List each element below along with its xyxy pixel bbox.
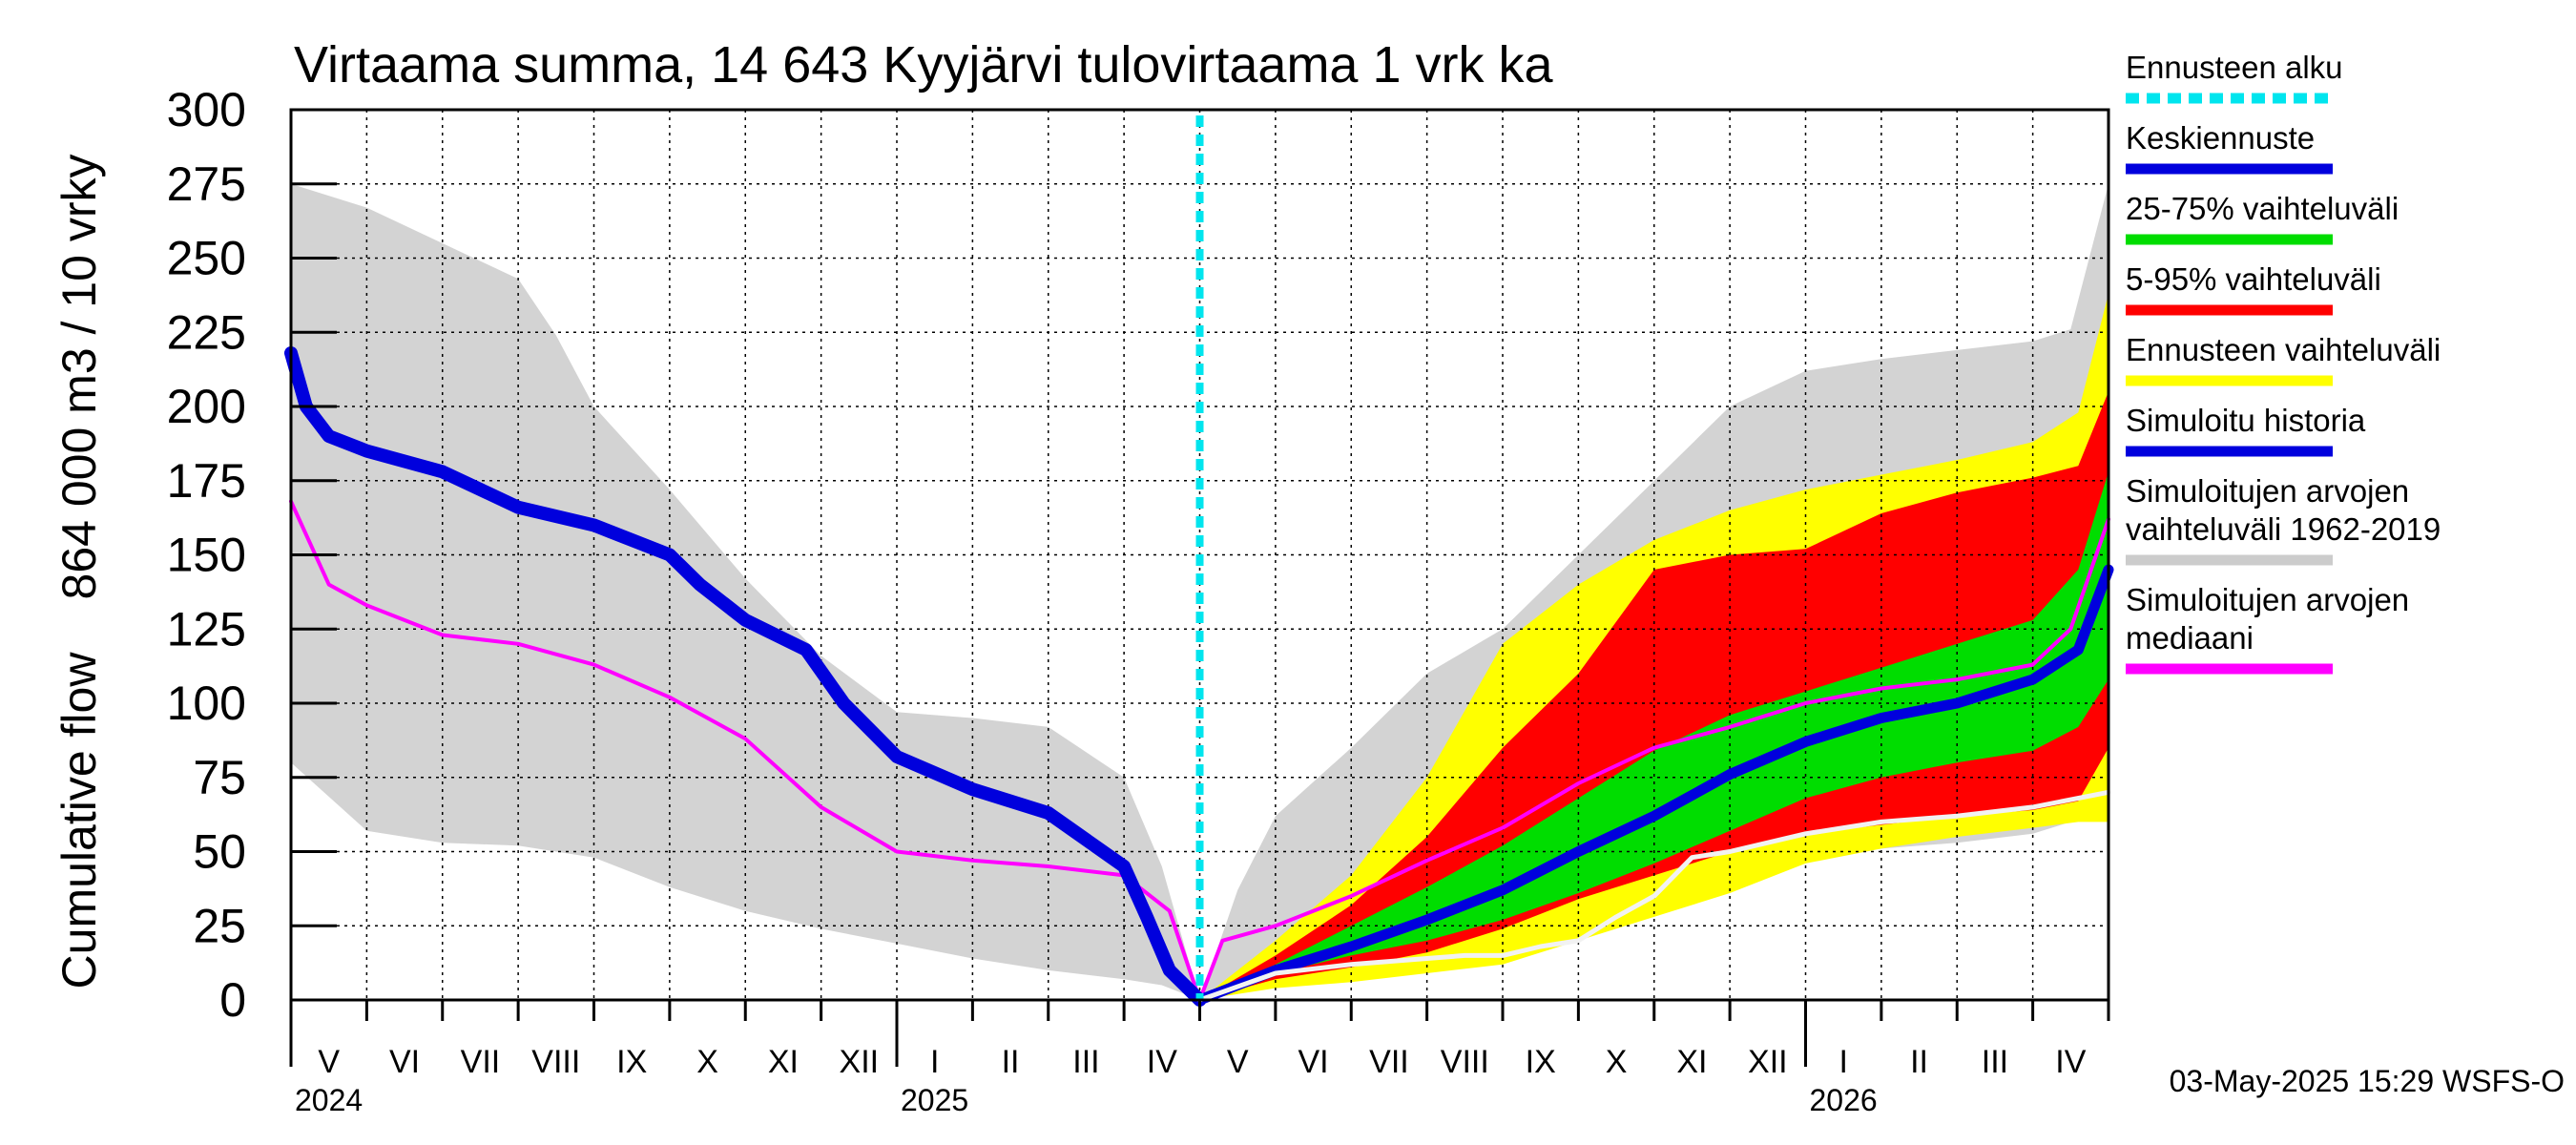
legend-entry: Simuloitu historia bbox=[2126, 403, 2366, 457]
timestamp: 03-May-2025 15:29 WSFS-O bbox=[2170, 1064, 2565, 1098]
line-keskiennuste bbox=[1195, 564, 2114, 1006]
month-label: VII bbox=[1369, 1044, 1409, 1080]
month-label: XII bbox=[840, 1044, 880, 1080]
month-label: XI bbox=[1676, 1044, 1707, 1080]
y-tick-label: 300 bbox=[167, 83, 246, 136]
year-label: 2025 bbox=[901, 1083, 968, 1117]
y-tick-label: 125 bbox=[167, 602, 246, 656]
month-label: VI bbox=[389, 1044, 420, 1080]
y-tick-label: 150 bbox=[167, 529, 246, 582]
legend-label: Ennusteen alku bbox=[2126, 50, 2343, 85]
month-label: IV bbox=[1147, 1044, 1177, 1080]
month-label: X bbox=[696, 1044, 718, 1080]
line-simuloitu-vertailu bbox=[1197, 789, 2111, 1003]
y-tick-label: 50 bbox=[193, 825, 246, 879]
legend-label: 25-75% vaihteluväli bbox=[2126, 191, 2399, 226]
y-tick-label: 275 bbox=[167, 157, 246, 211]
month-label: II bbox=[1002, 1044, 1020, 1080]
y-tick-label: 250 bbox=[167, 232, 246, 285]
chart-title: Virtaama summa, 14 643 Kyyjärvi tulovirt… bbox=[294, 36, 1553, 94]
month-label: I bbox=[1839, 1044, 1847, 1080]
year-label: 2026 bbox=[1810, 1083, 1878, 1117]
y-tick-label: 100 bbox=[167, 677, 246, 730]
y-tick-label: 0 bbox=[219, 973, 246, 1027]
y-tick-label: 25 bbox=[193, 899, 246, 952]
y-tick-label: 175 bbox=[167, 454, 246, 508]
legend-entry: Ennusteen vaihteluväli bbox=[2126, 332, 2441, 386]
month-label: I bbox=[930, 1044, 939, 1080]
month-label: VI bbox=[1298, 1044, 1329, 1080]
month-label: IV bbox=[2055, 1044, 2086, 1080]
legend-entry: Ennusteen alku bbox=[2126, 50, 2343, 104]
legend-label: Keskiennuste bbox=[2126, 120, 2315, 156]
legend-label: Simuloitu historia bbox=[2126, 403, 2366, 438]
month-label: VIII bbox=[1441, 1044, 1489, 1080]
month-label: II bbox=[1910, 1044, 1928, 1080]
legend-label: Simuloitujen arvojen bbox=[2126, 582, 2409, 617]
y-tick-label: 225 bbox=[167, 305, 246, 359]
legend-label: mediaani bbox=[2126, 620, 2254, 656]
month-label: XII bbox=[1748, 1044, 1788, 1080]
y-tick-label: 75 bbox=[193, 751, 246, 804]
month-label: III bbox=[1982, 1044, 2008, 1080]
year-label: 2024 bbox=[295, 1083, 363, 1117]
legend-entry: 5-95% vaihteluväli bbox=[2126, 261, 2381, 316]
band-25-75-vaihteluv-li bbox=[1199, 471, 2109, 1000]
month-label: XI bbox=[768, 1044, 799, 1080]
legend-label: Simuloitujen arvojen bbox=[2126, 473, 2409, 509]
month-label: III bbox=[1072, 1044, 1099, 1080]
month-label: V bbox=[1227, 1044, 1249, 1080]
legend-label: Ennusteen vaihteluväli bbox=[2126, 332, 2441, 367]
legend-label: 5-95% vaihteluväli bbox=[2126, 261, 2381, 297]
y-axis-label: 864 000 m3 / 10 vrky bbox=[52, 155, 106, 600]
month-label: IX bbox=[616, 1044, 647, 1080]
month-label: IX bbox=[1526, 1044, 1556, 1080]
month-label: V bbox=[318, 1044, 340, 1080]
y-tick-label: 200 bbox=[167, 380, 246, 433]
y-axis-label-secondary: Cumulative flow bbox=[52, 652, 106, 989]
month-label: VII bbox=[461, 1044, 501, 1080]
band-5-95-vaihteluv-li bbox=[1199, 391, 2109, 1000]
month-label: VIII bbox=[531, 1044, 580, 1080]
line-simuloitu-historia bbox=[284, 346, 1207, 1007]
legend-entry: 25-75% vaihteluväli bbox=[2126, 191, 2399, 245]
month-label: X bbox=[1606, 1044, 1628, 1080]
legend-entry: Keskiennuste bbox=[2126, 120, 2333, 175]
legend-label: vaihteluväli 1962-2019 bbox=[2126, 511, 2441, 547]
